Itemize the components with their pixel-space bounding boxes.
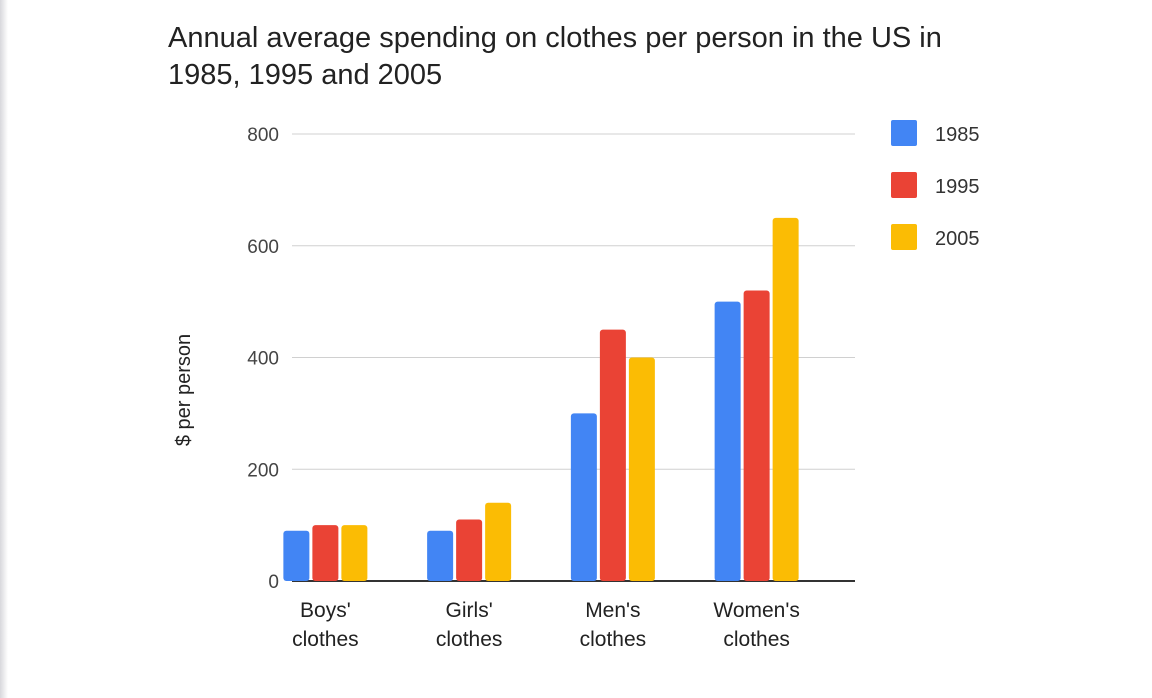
bar-1985 — [427, 530, 454, 581]
bar-2005 — [485, 502, 512, 581]
bar-2005 — [341, 525, 368, 581]
window-edge — [0, 0, 8, 698]
y-tick-label: 600 — [247, 237, 279, 258]
bar-2005 — [772, 217, 799, 581]
bar-1995 — [599, 329, 626, 581]
bar-1995 — [456, 519, 483, 581]
legend-label: 1995 — [935, 176, 980, 198]
legend-label: 1985 — [935, 124, 980, 146]
y-tick-label: 200 — [247, 460, 279, 481]
legend-swatch-1985 — [891, 120, 917, 146]
bar-1985 — [570, 413, 597, 581]
x-tick-label: Men's — [585, 599, 640, 622]
bar-1995 — [312, 525, 339, 581]
y-tick-label: 400 — [247, 349, 279, 370]
chart-title: Annual average spending on clothes per p… — [168, 22, 942, 91]
x-tick-label: Girls' — [446, 599, 493, 622]
y-tick-label: 0 — [268, 572, 279, 593]
bar-2005 — [628, 357, 655, 581]
x-tick-label: Boys' — [300, 599, 351, 622]
x-tick-label: Women's — [713, 599, 799, 622]
y-axis-label: $ per person — [173, 334, 195, 446]
legend-label: 2005 — [935, 228, 980, 250]
x-tick-label: clothes — [580, 628, 647, 651]
x-tick-label: clothes — [723, 628, 790, 651]
bar-1985 — [714, 301, 741, 581]
y-tick-label: 800 — [247, 125, 279, 146]
bar-1995 — [743, 290, 770, 581]
x-tick-label: clothes — [292, 628, 359, 651]
legend-swatch-1995 — [891, 172, 917, 198]
x-tick-label: clothes — [436, 628, 503, 651]
bar-1985 — [283, 530, 310, 581]
legend-swatch-2005 — [891, 224, 917, 250]
